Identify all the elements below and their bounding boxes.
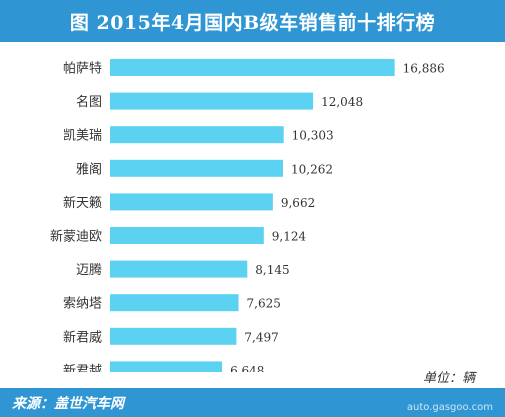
category-label: 新君越 xyxy=(63,363,102,372)
category-label: 迈腾 xyxy=(76,262,102,278)
bar xyxy=(110,126,284,144)
value-label: 9,124 xyxy=(272,230,307,244)
bar xyxy=(110,59,395,76)
category-label: 索纳塔 xyxy=(63,297,102,312)
category-label: 帕萨特 xyxy=(63,62,102,77)
source-label: 来源：盖世汽车网 xyxy=(12,395,124,412)
value-label: 7,497 xyxy=(244,330,278,344)
title-bar: 图 2015年4月国内B级车销售前十排行榜 xyxy=(0,0,505,42)
bar xyxy=(110,227,264,244)
value-label: 7,625 xyxy=(247,297,281,311)
category-label: 新天籁 xyxy=(63,195,102,211)
category-label: 凯美瑞 xyxy=(63,129,102,144)
bar xyxy=(110,361,223,372)
unit-label: 单位：辆 xyxy=(422,371,475,386)
value-label: 6,648 xyxy=(230,364,264,372)
footer-bar: 来源：盖世汽车网 xyxy=(0,388,505,417)
bar xyxy=(110,92,314,110)
value-label: 12,048 xyxy=(321,95,363,109)
value-label: 10,262 xyxy=(291,162,333,176)
value-label: 9,662 xyxy=(281,196,315,210)
category-label: 新蒙迪欧 xyxy=(50,229,102,245)
bar xyxy=(110,193,273,211)
category-label: 新君威 xyxy=(63,329,102,345)
value-label: 16,886 xyxy=(403,62,445,76)
bar xyxy=(110,327,237,345)
watermark: auto.gasgoo.com xyxy=(406,402,493,413)
bar xyxy=(110,159,283,177)
value-label: 10,303 xyxy=(292,129,334,143)
category-label: 雅阁 xyxy=(76,162,102,177)
category-label: 名图 xyxy=(76,94,102,110)
chart-title: 图 2015年4月国内B级车销售前十排行榜 xyxy=(69,11,436,34)
bar xyxy=(110,260,248,278)
bar-chart: 帕萨特 16,886 名图 12,048 凯美瑞 10,303 雅阁 10,262 新天籁 9,6… xyxy=(50,59,445,372)
bar xyxy=(110,294,239,312)
value-label: 8,145 xyxy=(255,263,289,277)
